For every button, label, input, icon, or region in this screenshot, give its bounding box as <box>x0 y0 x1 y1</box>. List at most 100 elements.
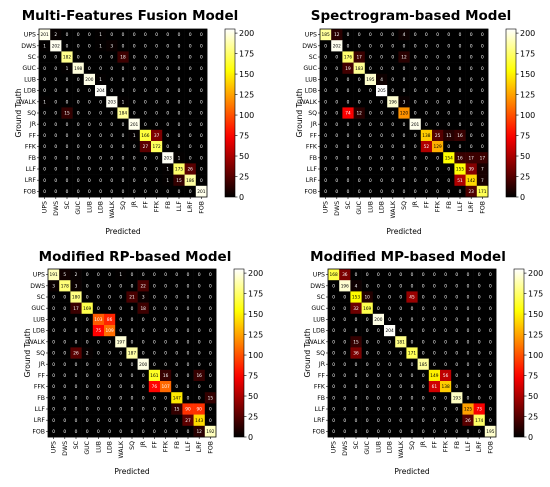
heatmap-cell <box>409 62 422 75</box>
cell-value-label: 0 <box>52 418 55 424</box>
cell-value-label: 0 <box>388 429 391 435</box>
heatmap-cell <box>184 29 197 41</box>
cell-value-label: 0 <box>459 43 462 49</box>
heatmap-cell <box>117 85 129 97</box>
heatmap-cell <box>95 174 107 187</box>
heatmap-cell <box>451 280 463 292</box>
x-tick-label: GUC <box>84 441 91 455</box>
cell-value-label: 0 <box>347 88 350 94</box>
x-tick-label: LLF <box>465 441 472 452</box>
heatmap-cell <box>70 358 82 371</box>
heatmap-cell <box>339 414 351 427</box>
cell-value-label: 0 <box>43 77 46 83</box>
cell-value-label: 0 <box>335 189 338 195</box>
x-tick-label: LDB <box>387 441 394 453</box>
heatmap-cell <box>440 369 452 382</box>
cell-value-label: 0 <box>391 178 394 184</box>
heatmap-cell <box>182 291 194 303</box>
heatmap-cell <box>106 163 118 175</box>
heatmap-cell <box>184 96 197 108</box>
cell-value-label: 0 <box>86 295 89 301</box>
x-tick-label: DWS <box>62 441 69 456</box>
heatmap-cell <box>364 40 377 52</box>
heatmap-cell <box>350 280 362 292</box>
cell-value-label: 0 <box>358 189 361 195</box>
heatmap-cell <box>184 152 197 164</box>
cell-value-label: 0 <box>436 122 439 128</box>
heatmap-cell <box>342 40 354 52</box>
cell-value-label: 0 <box>155 66 158 72</box>
heatmap-cell <box>328 336 340 348</box>
cell-value-label: 0 <box>52 407 55 413</box>
cell-value-label: 0 <box>391 55 394 61</box>
y-tick-label: LUB <box>313 316 325 323</box>
y-tick-label: JR <box>38 361 46 368</box>
heatmap-cell <box>59 369 71 382</box>
cell-value-label: 0 <box>425 178 428 184</box>
cell-value-label: 0 <box>43 55 46 61</box>
cell-value-label: 0 <box>444 418 447 424</box>
cell-value-label: 0 <box>110 111 113 117</box>
heatmap-cell <box>432 129 444 142</box>
cell-value-label: 172 <box>152 144 160 150</box>
cell-value-label: 26 <box>73 351 79 357</box>
x-tick-label: SQ <box>120 201 127 210</box>
cell-value-label: 0 <box>481 88 484 94</box>
cell-value-label: 0 <box>403 178 406 184</box>
heatmap-cell <box>160 291 172 303</box>
heatmap-cell <box>398 107 410 119</box>
cell-value-label: 0 <box>380 43 383 49</box>
cell-value-label: 185 <box>419 362 427 368</box>
heatmap-cell <box>137 269 150 281</box>
heatmap-cell <box>151 107 163 119</box>
heatmap-cell <box>184 73 197 86</box>
cell-value-label: 0 <box>66 144 69 150</box>
heatmap-cell <box>465 163 478 175</box>
heatmap-cell <box>195 174 208 187</box>
x-tick-label: LDB <box>379 201 386 213</box>
heatmap-cell <box>50 62 62 75</box>
cell-value-label: 0 <box>52 351 55 357</box>
cell-value-label: 0 <box>187 384 190 390</box>
cell-value-label: 0 <box>343 429 346 435</box>
colorbar-tick-label: 200 <box>248 269 263 278</box>
heatmap-cell <box>342 107 354 119</box>
heatmap-cell <box>115 381 127 393</box>
heatmap-cell <box>128 152 141 164</box>
cell-value-label: 0 <box>153 306 156 312</box>
cell-value-label: 0 <box>144 43 147 49</box>
cell-value-label: 0 <box>425 88 428 94</box>
cell-value-label: 0 <box>175 373 178 379</box>
heatmap-cell <box>126 425 138 438</box>
x-tick-label: SC <box>345 201 352 209</box>
cell-value-label: 0 <box>403 189 406 195</box>
heatmap-cell <box>476 129 489 142</box>
heatmap-cell <box>387 129 399 142</box>
heatmap-cell <box>350 369 362 382</box>
colorbar-tick-label: 100 <box>520 111 535 120</box>
cell-value-label: 0 <box>414 189 417 195</box>
cell-value-label: 0 <box>77 77 80 83</box>
heatmap-cell <box>443 51 455 63</box>
cell-value-label: 171 <box>478 189 486 195</box>
cell-value-label: 0 <box>75 418 78 424</box>
heatmap-cell <box>372 392 385 404</box>
cell-value-label: 186 <box>186 178 194 184</box>
heatmap-cell <box>151 29 163 41</box>
cell-value-label: 0 <box>324 77 327 83</box>
cell-value-label: 0 <box>324 155 327 161</box>
heatmap-cell <box>462 381 474 393</box>
heatmap-cell <box>61 62 73 75</box>
x-tick-label: JR <box>131 200 138 208</box>
heatmap-cell <box>117 51 129 63</box>
heatmap-cell <box>193 358 206 371</box>
cell-value-label: 0 <box>399 328 402 334</box>
cell-value-label: 0 <box>142 373 145 379</box>
y-tick-label: GUC <box>311 305 325 312</box>
cell-value-label: 0 <box>88 133 91 139</box>
cell-value-label: 16 <box>457 155 463 161</box>
cell-value-label: 76 <box>152 384 158 390</box>
cell-value-label: 0 <box>391 32 394 38</box>
cell-value-label: 12 <box>401 55 407 61</box>
